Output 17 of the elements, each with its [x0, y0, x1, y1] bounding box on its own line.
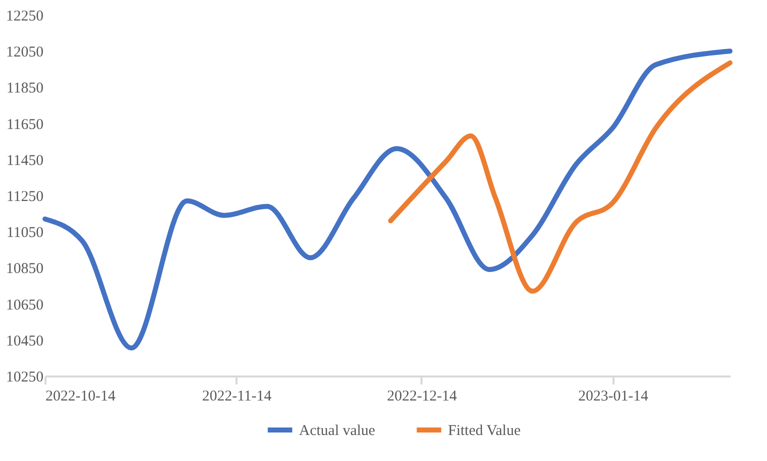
y-tick-label: 11850: [6, 80, 44, 97]
y-tick-label: 10650: [6, 297, 44, 314]
x-tick-label: 2022-11-14: [202, 388, 272, 404]
y-tick-label: 10250: [6, 370, 44, 386]
y-tick-label: 12250: [6, 8, 44, 24]
x-tick-label: 2022-10-14: [46, 388, 116, 404]
y-tick-label: 12050: [6, 44, 44, 61]
y-tick-label: 11650: [6, 116, 44, 133]
y-tick-label: 11450: [6, 152, 44, 169]
x-tick-label: 2022-12-14: [386, 388, 458, 404]
y-tick-label: 11250: [6, 189, 44, 205]
legend-label: Fitted Value: [448, 423, 521, 439]
y-tick-label: 11050: [6, 225, 44, 242]
y-tick-label: 10850: [6, 261, 44, 278]
legend-label: Actual value: [299, 423, 376, 439]
y-tick-label: 10450: [6, 333, 44, 350]
x-tick-label: 2023-01-14: [578, 388, 649, 404]
